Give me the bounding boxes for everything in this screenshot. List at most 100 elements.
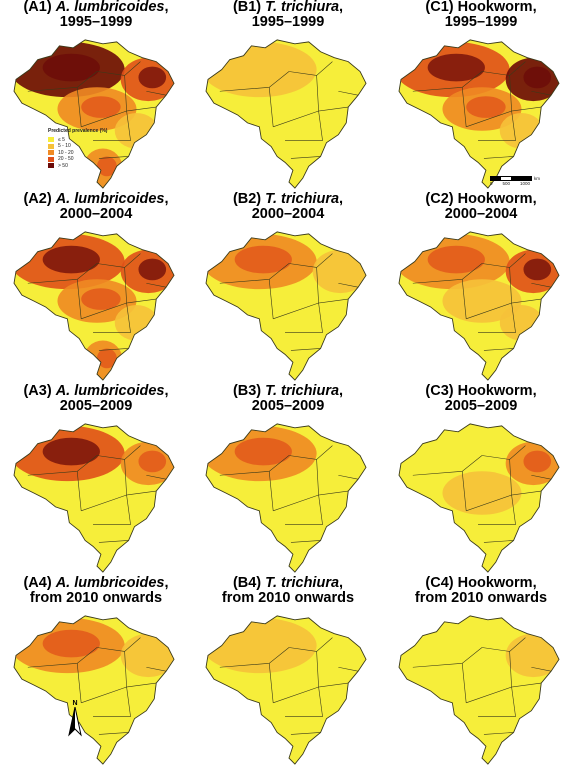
map-panel-a2: (A2) A. lumbricoides, 2000–2004 [0,192,192,384]
panel-label: (B2) [232,191,266,207]
legend-label: ≤ 5 [58,136,65,143]
scale-bar: km 0 500 1000 [490,176,540,186]
prevalence-hotspot-north [42,245,100,274]
state-boundary [81,686,127,704]
state-boundary [290,540,321,543]
state-boundary [466,494,512,512]
state-boundary [146,666,167,672]
prevalence-region-northeast [120,633,175,678]
panel-title: (B2) T. trichiura, 2000–2004 [192,192,384,222]
brazil-prevalence-map [13,39,175,189]
legend-title: Predicted prevalence (%) [48,128,108,134]
prevalence-region-central [442,471,522,515]
state-boundary [268,279,274,319]
state-boundary [273,494,319,512]
state-boundary [76,471,82,511]
state-boundary [268,471,274,511]
panel-title: (A3) A. lumbricoides, 2005–2009 [0,384,192,414]
panel-title: (C4) Hookworm, from 2010 onwards [385,576,577,606]
state-boundary [481,445,526,460]
prevalence-region-northeast [312,249,367,294]
scale-label: 1000 [520,181,531,186]
brazil-prevalence-map [398,423,560,573]
prevalence-region-east [114,304,159,341]
brazil-prevalence-map [205,423,367,573]
state-boundary [81,302,127,320]
state-boundary [481,253,526,268]
state-boundary [288,253,333,268]
prevalence-region-north [206,617,317,674]
state-boundary [273,302,319,320]
state-boundary [126,302,131,333]
state-boundary [338,282,359,288]
state-boundary [531,282,552,288]
legend-swatch [48,163,54,169]
country-outline [13,615,175,765]
north-arrow-icon [68,706,82,737]
state-boundary [288,445,333,460]
map-panel-a1: (A1) A. lumbricoides, 1995–1999 [0,0,192,192]
panel-title: (B1) T. trichiura, 1995–1999 [192,0,384,30]
panel-title: (A2) A. lumbricoides, 2000–2004 [0,192,192,222]
legend-swatch [48,150,54,156]
panel-species: A. lumbricoides [55,383,165,399]
state-boundary [509,651,542,688]
state-boundary [268,87,274,127]
state-boundary [124,651,157,688]
brazil-prevalence-map [398,231,560,381]
prevalence-hotspot-northeast [523,450,552,473]
panel-period: 2005–2009 [251,398,325,414]
prevalence-region-central [442,279,522,323]
state-boundary [511,686,516,717]
panel-label: (A2) [23,191,56,207]
state-boundary [461,471,467,511]
state-boundary [338,666,359,672]
state-boundary [531,474,552,480]
state-boundary [126,686,131,717]
map-panel-c1: (C1) Hookworm, 1995–1999 [385,0,577,192]
state-boundary [466,686,512,704]
panel-species: T. trichiura [265,191,340,207]
state-boundary [318,686,323,717]
scale-label: 500 [502,181,511,186]
prevalence-hotspot-northeast [138,450,167,473]
state-boundary [273,110,319,128]
scale-unit: km [534,176,540,181]
legend-item: 10 - 20 [48,150,107,157]
legend-label: 5 - 10 [58,143,71,149]
country-outline [398,615,560,765]
state-boundary [27,71,98,92]
panel-label: (C2) [425,191,458,207]
panel-species: A. lumbricoides [55,575,165,591]
state-boundary [483,732,514,735]
legend-item: 5 - 10 [48,143,107,150]
legend-swatch [48,137,54,143]
prevalence-hotspot-northeast [523,258,552,281]
panel-title: (A1) A. lumbricoides, 1995–1999 [0,0,192,30]
map-panel-b3: (B3) T. trichiura, 2005–2009 [192,384,384,576]
state-boundary [461,663,467,703]
map-panel-a4: (A4) A. lumbricoides, from 2010 onwards [0,576,192,768]
prevalence-region-north [206,41,317,98]
legend-item: 20 - 50 [48,156,107,163]
panel-species: T. trichiura [265,0,340,15]
state-boundary [316,651,349,688]
prevalence-hotspot-northeast [138,258,167,281]
state-boundary [98,540,129,543]
panel-title: (C1) Hookworm, 1995–1999 [385,0,577,30]
state-boundary [531,666,552,672]
brazil-prevalence-map [205,39,367,189]
panel-period: from 2010 onwards [414,590,548,606]
brazil-prevalence-map [13,615,175,765]
state-boundary [290,732,321,735]
state-boundary [81,110,127,128]
state-boundary [146,90,167,96]
state-boundary [288,637,333,652]
state-boundary [338,90,359,96]
state-boundary [98,348,129,351]
state-boundary [96,253,141,268]
country-outline [205,615,367,765]
panel-label: (C4) [425,575,458,591]
prevalence-hotspot-north [427,53,485,82]
north-arrow-label: N [72,700,78,707]
